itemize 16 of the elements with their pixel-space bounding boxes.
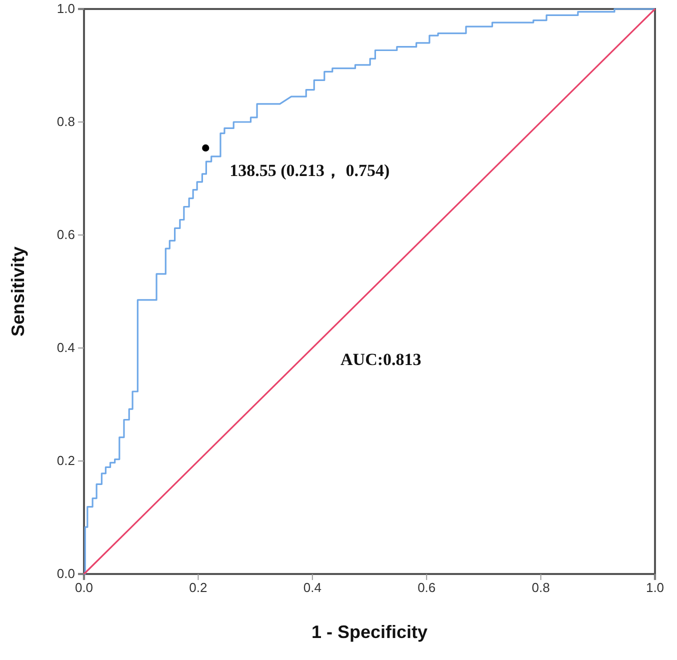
x-axis-title: 1 - Specificity: [311, 622, 428, 642]
x-tick-label: 1.0: [646, 580, 664, 596]
y-tick-label: 0.2: [56, 453, 75, 468]
annotation: AUC:0.813: [340, 350, 422, 369]
y-tick-label: 0.6: [56, 227, 75, 242]
y-axis-title: Sensitivity: [8, 246, 28, 337]
x-tick-label: 0.4: [303, 580, 322, 596]
annotation: 138.55 (0.213， 0.754): [230, 160, 390, 180]
x-tick-label: 0.8: [532, 580, 550, 596]
y-tick-label: 0.4: [56, 340, 75, 356]
y-tick-label: 0.0: [56, 566, 75, 582]
y-tick-label: 0.8: [56, 114, 75, 130]
x-tick-label: 0.0: [74, 580, 94, 596]
x-tick-label: 0.2: [189, 580, 208, 596]
y-tick-label: 1.0: [56, 1, 75, 16]
x-tick-label: 0.6: [418, 580, 436, 596]
